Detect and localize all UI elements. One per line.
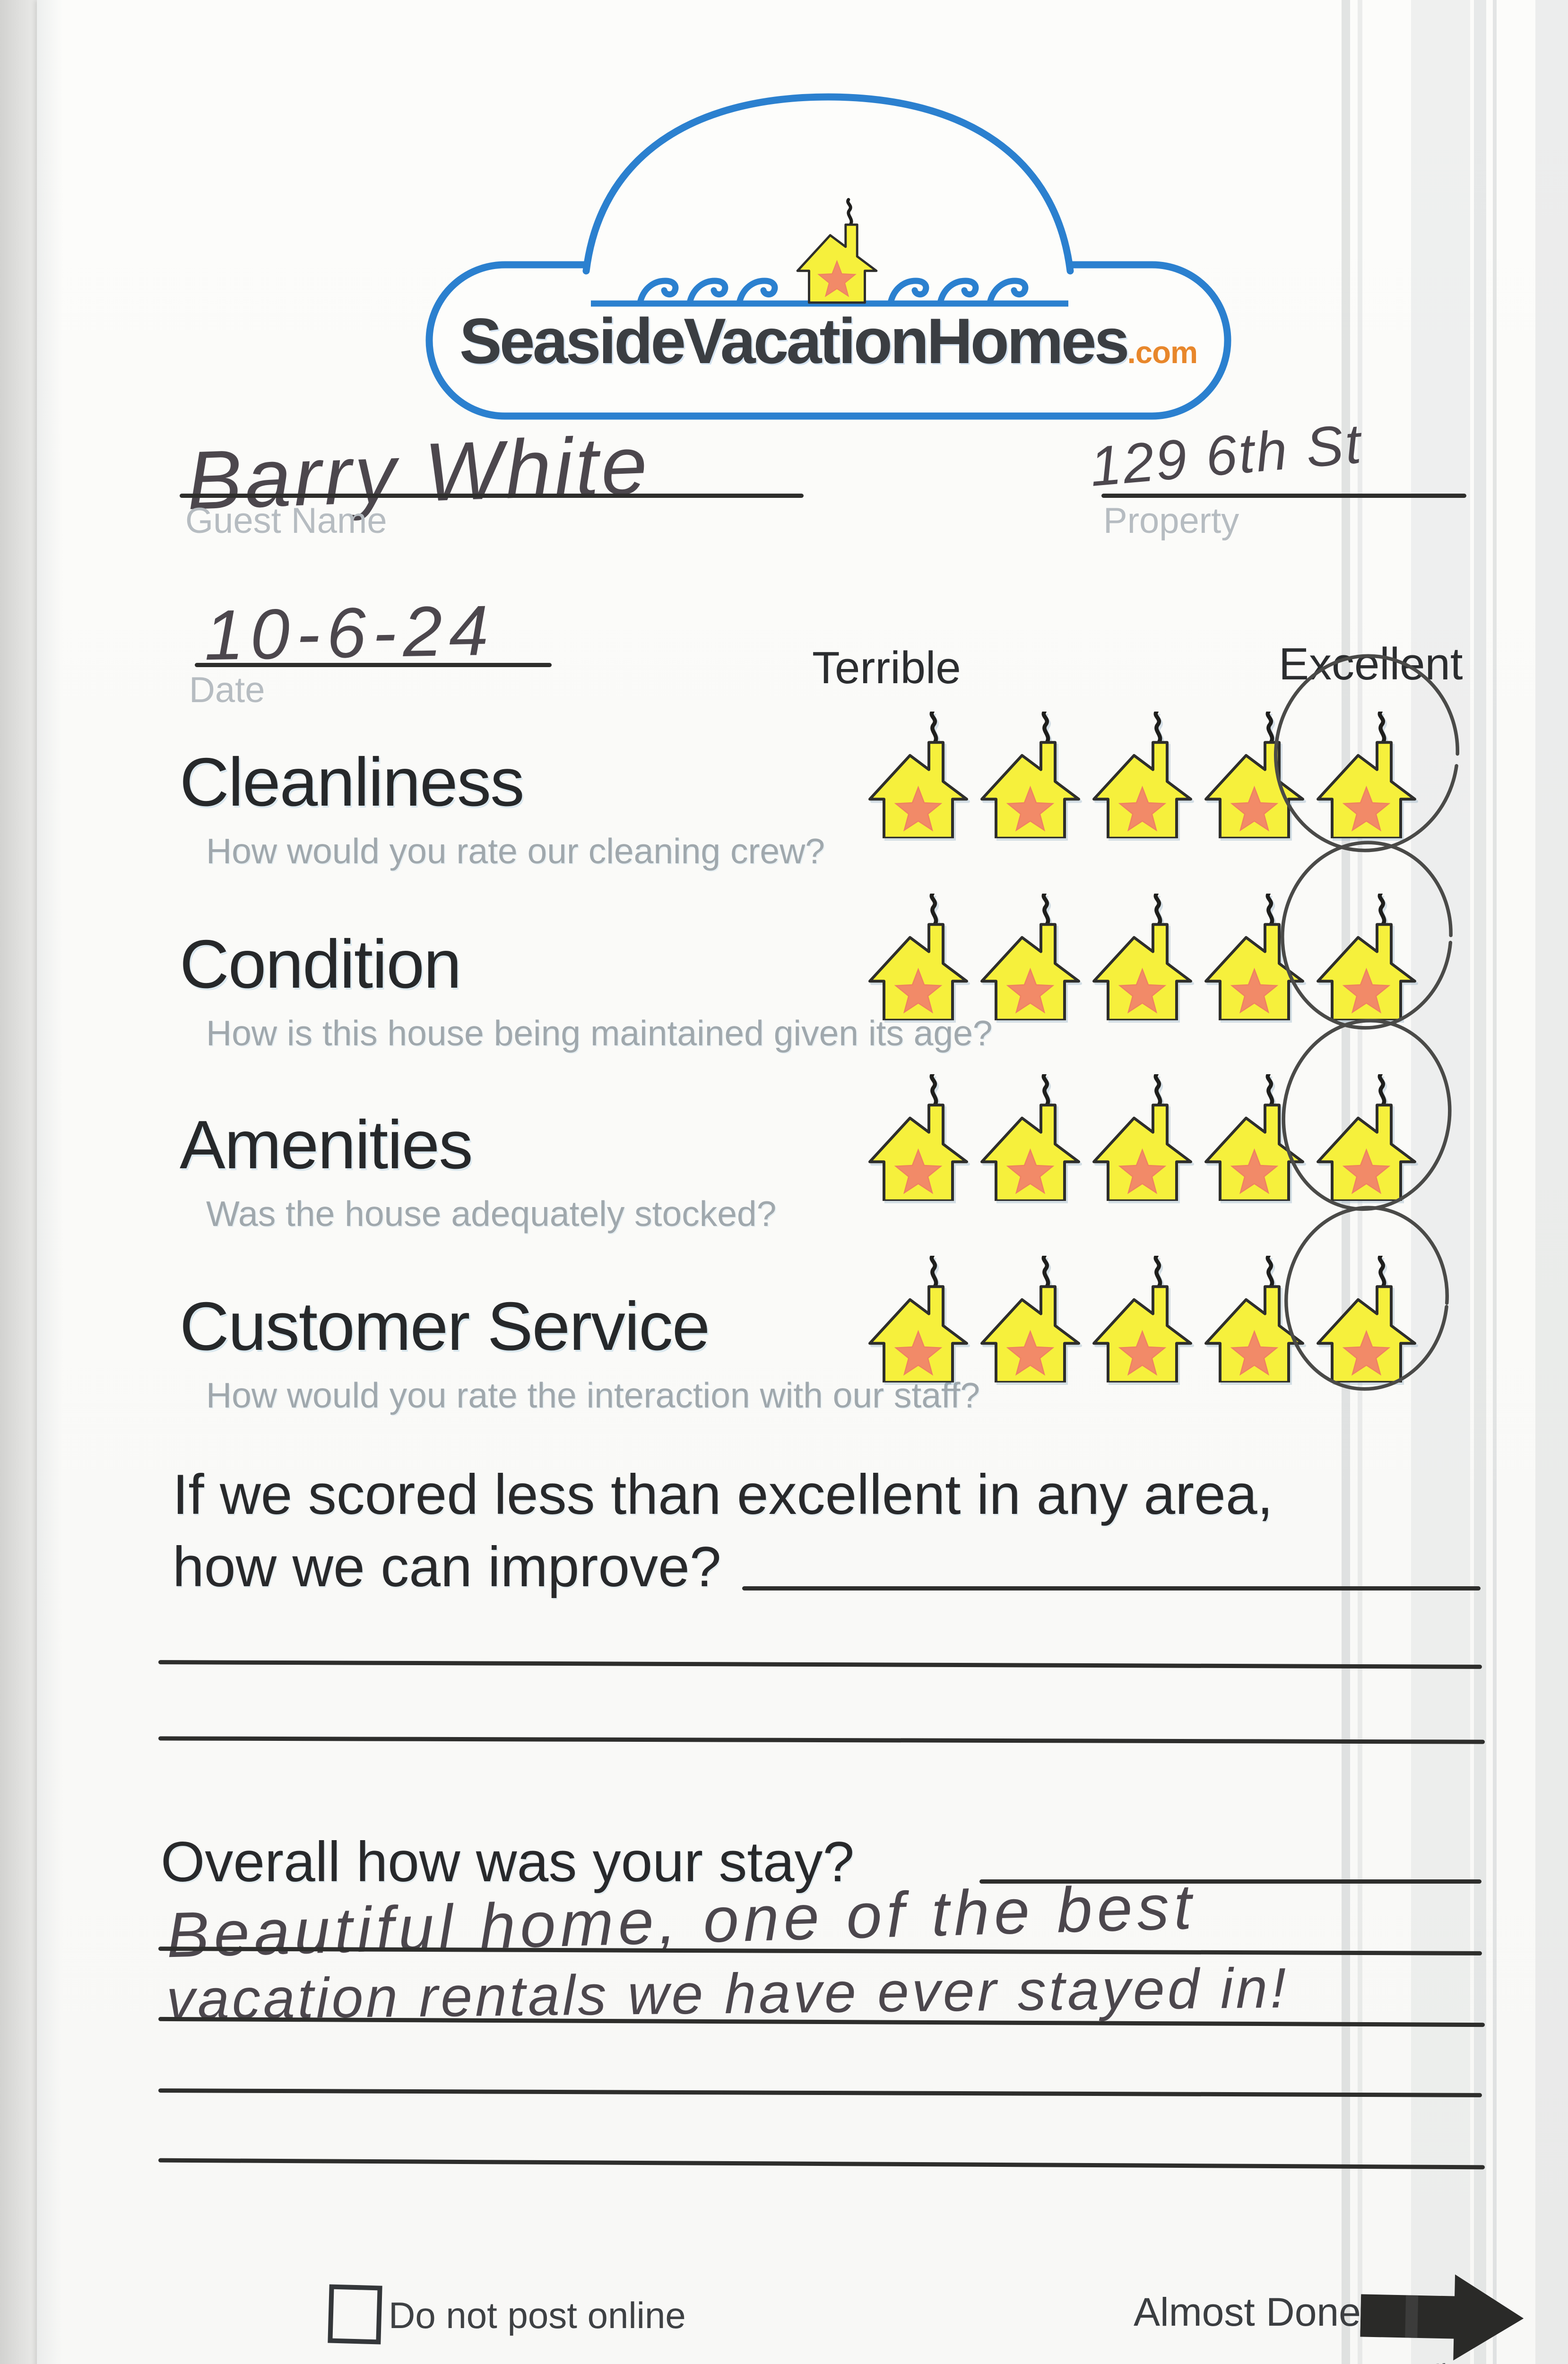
house-rating-icon <box>867 1256 969 1382</box>
scanner-edge <box>0 0 37 2364</box>
house-rating-icon <box>867 1074 969 1201</box>
overall-prompt: Overall how was your stay? <box>161 1830 855 1894</box>
rating-row-customer-service: Customer Service How would you rate the … <box>0 1206 1568 1417</box>
flip-arrow-icon <box>1360 2274 1524 2361</box>
rating-houses <box>867 1018 1452 1211</box>
house-rating-icon <box>979 894 1081 1020</box>
pen-circle-annotation <box>1273 654 1460 852</box>
rating-row-cleanliness: Cleanliness How would you rate our clean… <box>0 654 1568 872</box>
do-not-post-label: Do not post online <box>389 2294 686 2336</box>
almost-done-text: Almost Done <box>1134 2290 1361 2334</box>
house-rating-icon <box>867 894 969 1020</box>
pen-circle-annotation <box>1281 841 1453 1030</box>
rating-row-amenities: Amenities Was the house adequately stock… <box>0 1018 1568 1235</box>
rating-question: How would you rate our cleaning crew? <box>206 831 825 871</box>
brand-name: SeasideVacationHomes <box>459 305 1130 377</box>
rating-houses <box>867 841 1453 1030</box>
rating-title: Amenities <box>180 1106 473 1183</box>
logo-cloud-icon <box>425 93 1231 420</box>
property-label: Property <box>1103 501 1239 541</box>
house-rating-icon <box>1092 712 1193 838</box>
guest-name-line <box>180 494 804 498</box>
improve-prompt-line2: how we can improve? <box>173 1535 721 1599</box>
house-rating-icon <box>979 1074 1081 1201</box>
rating-question: How is this house being maintained given… <box>206 1013 993 1053</box>
improve-prompt-line1: If we scored less than excellent in any … <box>173 1463 1273 1526</box>
house-rating-icon <box>979 1256 1081 1382</box>
pen-circle-annotation <box>1282 1018 1452 1211</box>
brand-wordmark: SeasideVacationHomes.com <box>430 304 1228 378</box>
house-rating-icon <box>1092 894 1193 1020</box>
rating-houses <box>867 1206 1449 1391</box>
scan-streak <box>1535 0 1568 2364</box>
company-logo: SeasideVacationHomes.com <box>425 92 1231 423</box>
house-rating-icon <box>1092 1074 1193 1201</box>
date-label: Date <box>189 670 265 710</box>
scan-streak <box>1474 0 1486 2364</box>
rating-title: Condition <box>180 926 462 1002</box>
scan-streak <box>1493 0 1497 2364</box>
house-rating-icon <box>867 712 969 838</box>
wave-icon <box>637 278 1029 304</box>
writing-line <box>742 1586 1481 1590</box>
writing-line <box>979 1879 1481 1884</box>
house-rating-icon <box>1092 1256 1193 1382</box>
rating-title: Cleanliness <box>180 744 525 820</box>
rating-houses <box>867 654 1460 852</box>
rating-question: Was the house adequately stocked? <box>206 1194 777 1234</box>
guest-name-label: Guest Name <box>185 501 387 541</box>
brand-tld: .com <box>1127 335 1198 370</box>
house-rating-icon <box>979 712 1081 838</box>
scale-terrible-label: Terrible <box>812 643 961 693</box>
rating-row-condition: Condition How is this house being mainta… <box>0 841 1568 1054</box>
do-not-post-checkbox[interactable] <box>328 2284 382 2345</box>
date-line <box>195 663 552 667</box>
rating-question: How would you rate the interaction with … <box>206 1375 980 1415</box>
rating-title: Customer Service <box>180 1288 710 1365</box>
pen-circle-annotation <box>1284 1206 1449 1391</box>
property-line <box>1101 494 1466 498</box>
